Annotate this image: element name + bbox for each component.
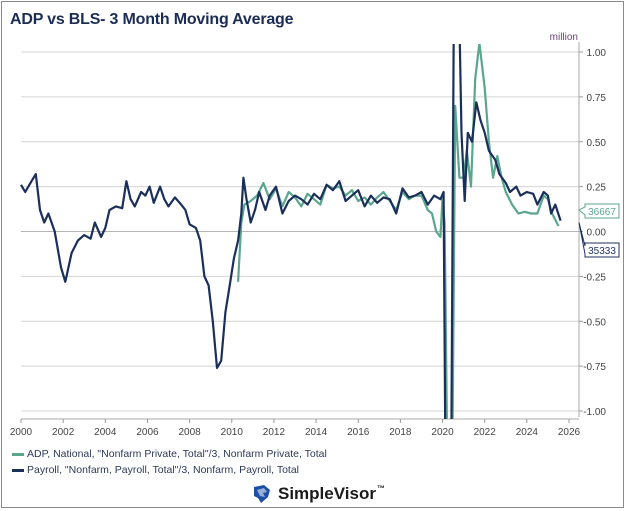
y-tick-label: -1.00 [583, 407, 606, 418]
callout-box [578, 203, 620, 219]
x-tick-label: 2004 [94, 427, 117, 438]
x-tick-label: 2002 [52, 427, 75, 438]
x-tick-label: 2010 [221, 427, 244, 438]
y-tick-label: 0.00 [587, 228, 607, 239]
y-tick-label: 0.25 [587, 183, 607, 194]
callout-value: 36667 [588, 207, 616, 218]
x-tick-label: 2000 [10, 427, 33, 438]
y-tick-label: 1.00 [587, 48, 607, 59]
x-tick-label: 2020 [431, 427, 454, 438]
x-tick-label: 2024 [516, 427, 539, 438]
y-tick-label: 0.50 [587, 138, 607, 149]
legend-swatch-payroll [12, 468, 24, 472]
callout-box [578, 222, 620, 258]
legend: ADP, National, "Nonfarm Private, Total"/… [12, 446, 327, 478]
x-tick-label: 2008 [178, 427, 201, 438]
x-tick-label: 2016 [347, 427, 370, 438]
y-tick-label: -0.50 [583, 317, 606, 328]
y-tick-label: -0.75 [583, 362, 606, 373]
x-tick-label: 2022 [474, 427, 497, 438]
y-tick-label: 0.75 [587, 93, 607, 104]
last-value-callout-payroll: 35333 [578, 222, 620, 258]
last-value-callout-adp: 36667 [578, 203, 620, 219]
legend-item-payroll[interactable]: Payroll, "Nonfarm, Payroll, Total"/3, No… [12, 462, 327, 478]
y-tick-label: -0.25 [583, 272, 606, 283]
x-tick-label: 2006 [136, 427, 159, 438]
callout-value: 35333 [588, 246, 616, 257]
legend-item-adp[interactable]: ADP, National, "Nonfarm Private, Total"/… [12, 446, 327, 462]
series-line-payroll [20, 44, 562, 419]
x-tick-label: 2012 [263, 427, 286, 438]
x-tick-label: 2026 [558, 427, 581, 438]
legend-label-adp: ADP, National, "Nonfarm Private, Total"/… [27, 448, 327, 460]
series-group [20, 44, 562, 419]
simplevisor-logo: SimpleVisor ™ [252, 484, 385, 504]
brand-name: SimpleVisor [278, 484, 376, 503]
chart-title: ADP vs BLS- 3 Month Moving Average [10, 11, 294, 28]
lion-shield-icon [254, 485, 270, 503]
x-tick-label: 2018 [389, 427, 412, 438]
x-tick-label: 2014 [305, 427, 328, 438]
legend-swatch-adp [12, 452, 24, 456]
legend-label-payroll: Payroll, "Nonfarm, Payroll, Total"/3, No… [27, 464, 300, 476]
brand-trademark: ™ [376, 484, 385, 493]
y-axis-label: million [550, 32, 578, 43]
